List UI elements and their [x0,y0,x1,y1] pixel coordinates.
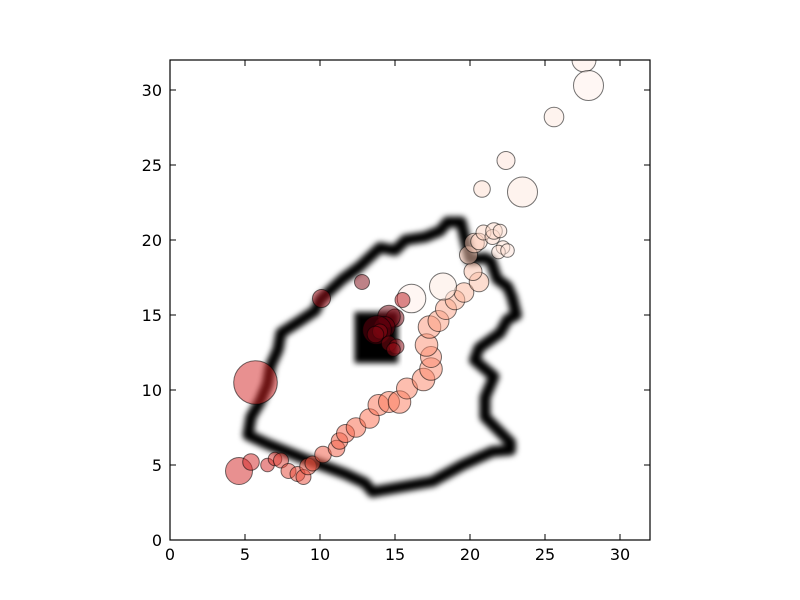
scatter-point [507,176,538,208]
y-tick-label: 30 [142,81,162,100]
plot-frame [169,59,651,541]
y-tick-label: 20 [142,231,162,250]
scatter-point [394,292,411,308]
y-tick-label: 5 [152,456,162,475]
scatter-point [429,272,457,301]
y-tick-label: 0 [152,531,162,550]
scatter-point [354,274,370,290]
scatter-point [573,70,604,101]
scatter-point [233,360,278,405]
scatter-point [473,180,491,198]
scatter-point [386,342,401,357]
x-tick-label: 5 [240,545,250,564]
scatter-point [496,151,516,170]
y-tick-label: 25 [142,156,162,175]
x-tick-label: 15 [385,545,405,564]
y-tick-label: 15 [142,306,162,325]
x-tick-label: 0 [165,545,175,564]
y-axis: 0 5 10 15 20 25 30 [142,81,650,550]
x-tick-label: 10 [310,545,330,564]
scatter-point [543,106,565,128]
scatter-point [500,243,515,258]
scatter-point [366,325,385,344]
scatter-point [242,453,260,471]
x-tick-label: 30 [610,545,630,564]
x-axis: 0 5 10 15 20 25 30 [165,60,630,564]
x-tick-label: 25 [535,545,555,564]
scatter-point [463,262,483,281]
x-tick-label: 20 [460,545,480,564]
scatter-points [225,60,604,485]
scatter-point [312,289,331,308]
y-tick-label: 10 [142,381,162,400]
scatter-point [492,223,508,239]
